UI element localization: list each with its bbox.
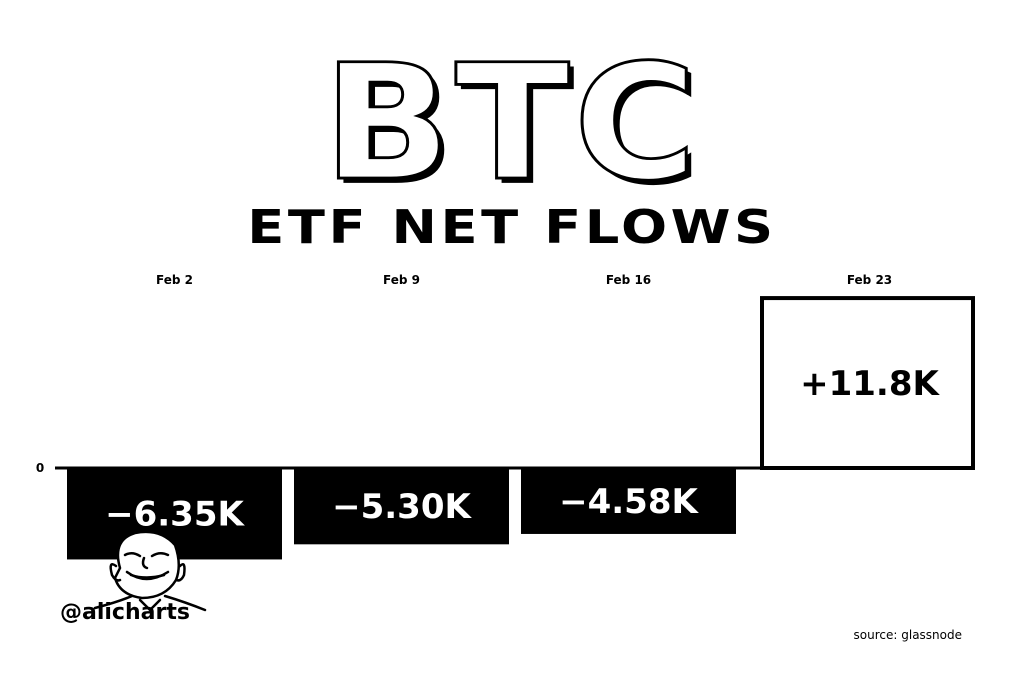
data-label: −6.35K (105, 495, 245, 535)
y-tick-label: 0 (36, 461, 44, 475)
data-label: −5.30K (332, 487, 472, 527)
x-tick-label: Feb 16 (606, 273, 651, 287)
bar (521, 468, 736, 534)
chart-title: BTC (322, 29, 701, 217)
source-credit: source: glassnode (853, 628, 962, 642)
author-handle: @alicharts (60, 600, 190, 625)
x-tick-label: Feb 23 (847, 273, 892, 287)
data-label: −4.58K (559, 482, 699, 522)
bar (294, 468, 509, 545)
chart-subtitle: ETF NET FLOWS (247, 200, 777, 254)
x-tick-label: Feb 9 (383, 273, 420, 287)
x-tick-label: Feb 2 (156, 273, 193, 287)
bar (760, 296, 975, 470)
data-label: +11.8K (800, 364, 940, 404)
